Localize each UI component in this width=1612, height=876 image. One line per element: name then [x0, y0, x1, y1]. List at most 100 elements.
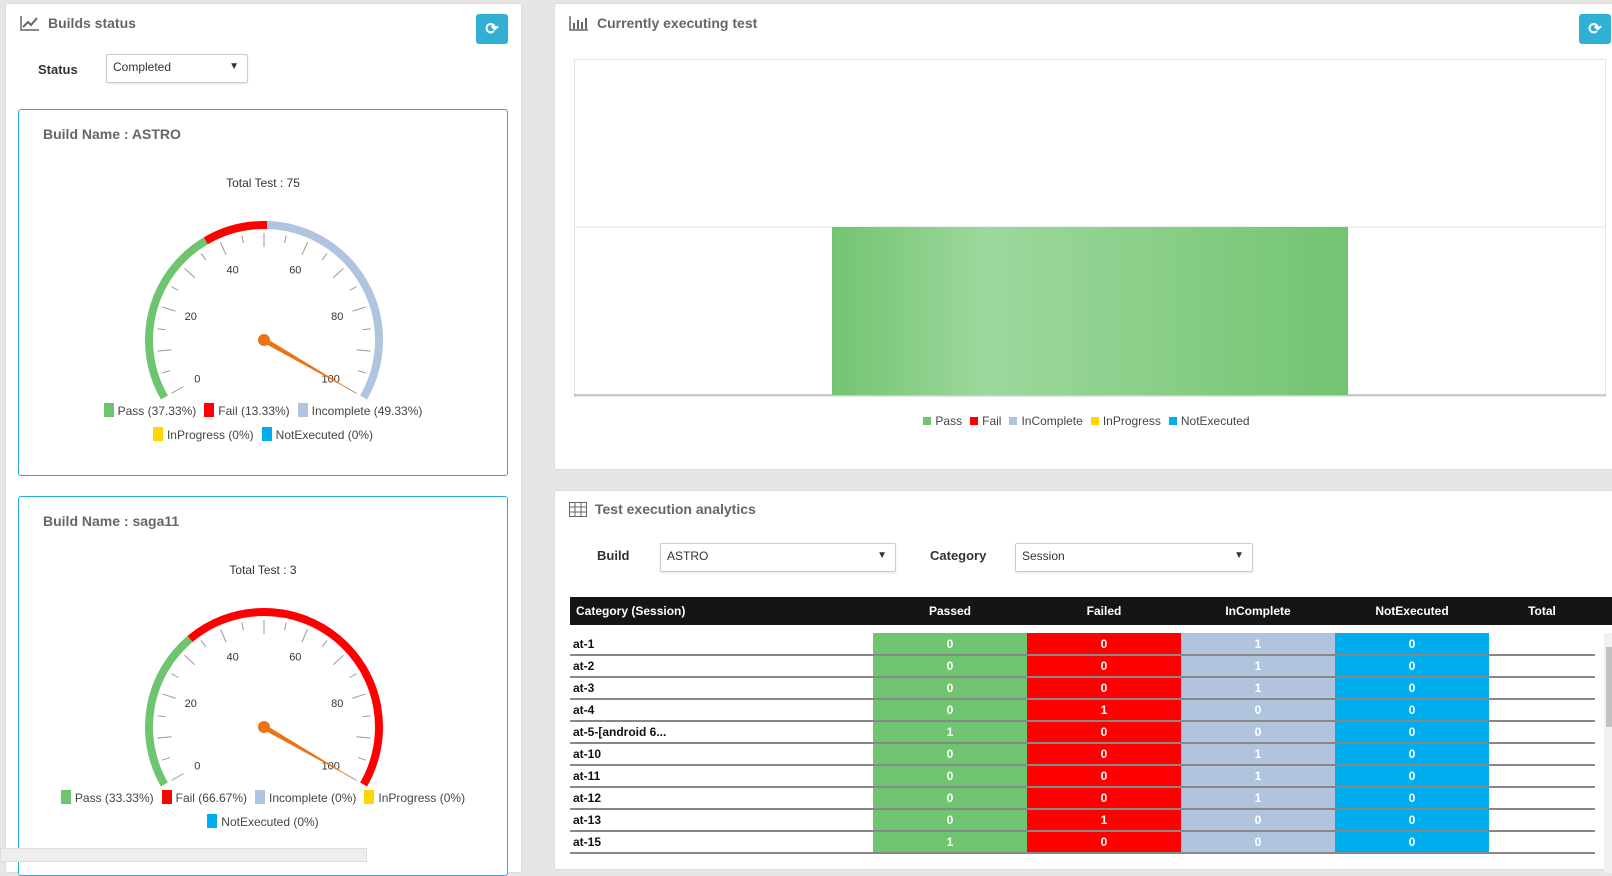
table-scrollbar[interactable] [1604, 633, 1612, 873]
status-value: Completed [113, 60, 172, 74]
gauge-tick [349, 673, 357, 678]
builds-status-title: Builds status [48, 15, 136, 31]
legend-pass: Pass (33.33%) [60, 790, 154, 805]
cell-notexecuted: 0 [1335, 809, 1489, 832]
analytics-header: Test execution analytics [569, 501, 756, 517]
status-select[interactable]: Completed ▼ [106, 54, 248, 83]
gauge-tick [157, 715, 166, 718]
legend-notexecuted: NotExecuted [1168, 414, 1250, 428]
gauge-tick [301, 629, 308, 643]
legend-fail: Fail (13.33%) [204, 403, 290, 418]
cell-notexecuted: 0 [1335, 831, 1489, 854]
gauge-tick [332, 655, 344, 666]
cell-failed: 0 [1027, 721, 1181, 744]
category-select[interactable]: Session ▼ [1015, 543, 1253, 572]
build-select[interactable]: ASTRO ▼ [660, 543, 896, 572]
legend-pass: Pass [923, 414, 962, 428]
table-row[interactable]: at-12 0 0 1 0 1 [570, 787, 1612, 810]
current-test-title: Currently executing test [597, 15, 758, 31]
gauge-tick [157, 736, 172, 739]
header-category[interactable]: Category (Session) [570, 597, 873, 625]
table-icon [569, 501, 587, 517]
bottom-bar [0, 848, 367, 862]
gauge-tick [301, 242, 308, 256]
gauge-tick [184, 268, 196, 279]
cell-total: 1 [1489, 831, 1595, 854]
cell-incomplete: 1 [1181, 633, 1335, 656]
cell-notexecuted: 0 [1335, 743, 1489, 766]
table-row[interactable]: at-2 0 0 1 0 1 [570, 655, 1612, 678]
gauge-pass-arc [145, 237, 208, 400]
legend-fail: Fail [970, 414, 1001, 428]
table-row[interactable]: at-3 0 0 1 0 1 [570, 677, 1612, 700]
table-row[interactable]: at-13 0 1 0 0 1 [570, 809, 1612, 832]
table-row[interactable]: at-11 0 0 1 0 1 [570, 765, 1612, 788]
cell-passed: 0 [873, 809, 1027, 832]
row-category: at-2 [570, 655, 873, 678]
cell-passed: 0 [873, 655, 1027, 678]
total-test: Total Test : 3 [229, 563, 297, 577]
gauge-needle-pivot [258, 721, 270, 733]
cell-incomplete: 1 [1181, 765, 1335, 788]
gauge-tick [162, 306, 176, 312]
header-passed[interactable]: Passed [873, 597, 1027, 625]
cell-total: 1 [1489, 633, 1595, 656]
table-row[interactable]: at-15 1 0 0 0 1 [570, 831, 1612, 854]
header-incomplete[interactable]: InComplete [1181, 597, 1335, 625]
bar-pass [832, 227, 1348, 395]
table-row[interactable]: at-5-[android 6... 1 0 0 0 1 [570, 721, 1612, 744]
cell-notexecuted: 0 [1335, 633, 1489, 656]
cell-total: 1 [1489, 809, 1595, 832]
gauge-tick [162, 757, 170, 761]
refresh-current-test-button[interactable]: ⟳ [1579, 14, 1611, 44]
gauge-tick-label: 40 [227, 652, 239, 664]
gauge-tick [171, 673, 179, 678]
build-label: Build [597, 548, 630, 563]
build-value: ASTRO [667, 549, 709, 563]
gauge-tick [171, 773, 184, 781]
row-category: at-4 [570, 699, 873, 722]
analytics-panel: Test execution analytics Build ASTRO ▼ Ca… [554, 490, 1612, 873]
cell-passed: 0 [873, 633, 1027, 656]
legend-incomplete: InComplete [1009, 414, 1083, 428]
cell-failed: 0 [1027, 743, 1181, 766]
gauge-tick [220, 629, 227, 643]
current-test-panel: Currently executing test ⟳ jhjsdhjasd Pa… [554, 3, 1612, 470]
cell-total: 1 [1489, 765, 1595, 788]
table-header-row: Category (Session) Passed Failed InCompl… [570, 597, 1612, 625]
row-category: at-3 [570, 677, 873, 700]
line-chart-icon [20, 16, 39, 31]
legend-incomplete: Incomplete (0%) [255, 790, 356, 805]
cell-notexecuted: 0 [1335, 765, 1489, 788]
row-category: at-11 [570, 765, 873, 788]
gauge-pass-arc [145, 635, 193, 787]
table-row[interactable]: at-10 0 0 1 0 1 [570, 743, 1612, 766]
gauge-tick [349, 286, 357, 291]
gauge-tick [321, 253, 328, 261]
header-notexecuted[interactable]: NotExecuted [1335, 597, 1489, 625]
cell-total: 1 [1489, 677, 1595, 700]
cell-notexecuted: 0 [1335, 787, 1489, 810]
gauge-tick [352, 693, 366, 699]
refresh-builds-button[interactable]: ⟳ [476, 14, 508, 44]
cell-passed: 0 [873, 787, 1027, 810]
table-row[interactable]: at-1 0 0 1 0 1 [570, 633, 1612, 656]
cell-incomplete: 0 [1181, 721, 1335, 744]
cell-failed: 0 [1027, 831, 1181, 854]
row-category: at-13 [570, 809, 873, 832]
row-category: at-15 [570, 831, 873, 854]
gauge-tick [200, 640, 207, 648]
header-total[interactable]: Total [1489, 597, 1595, 625]
header-failed[interactable]: Failed [1027, 597, 1181, 625]
cell-notexecuted: 0 [1335, 699, 1489, 722]
gauge-tick-label: 80 [331, 698, 343, 710]
gauge-tick [241, 235, 244, 244]
cell-failed: 0 [1027, 633, 1181, 656]
gauge-tick [284, 235, 287, 244]
build-name: Build Name : ASTRO [43, 126, 181, 142]
table-row[interactable]: at-4 0 1 0 0 1 [570, 699, 1612, 722]
gauge-needle [264, 337, 359, 395]
gauge-tick-label: 20 [185, 311, 197, 323]
refresh-icon: ⟳ [1588, 21, 1602, 38]
gauge-tick [171, 286, 179, 291]
